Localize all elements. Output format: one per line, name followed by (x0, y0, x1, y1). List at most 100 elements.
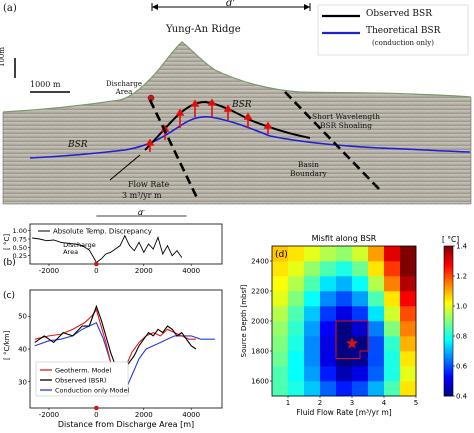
panel-b-point (100, 258, 102, 260)
heatmap-cell (368, 321, 385, 337)
colorbar-segment (444, 341, 453, 344)
legend-theoretical-label: Theoretical BSR (366, 26, 441, 36)
colorbar-segment (444, 253, 453, 257)
colorbar-segment (444, 388, 453, 392)
panel-d-ytick-label: 1600 (251, 378, 269, 386)
theoretical-bsr-line (29, 115, 471, 159)
seafloor-line (2, 41, 472, 113)
panel-b-point (157, 236, 159, 238)
panel-c-ylabel: [ °C/km] (3, 330, 11, 360)
panel-c-ytick-label: 50 (18, 313, 27, 321)
panel-b-point (53, 239, 55, 241)
colorbar-tick-label: 0.8 (456, 333, 467, 341)
heatmap-cell (384, 351, 401, 367)
panel-a-figure (0, 0, 474, 205)
panel-b-point (143, 251, 145, 253)
panel-b-label: (b) (3, 258, 16, 268)
heatmap-cell (320, 246, 337, 262)
heatmap-cell (320, 381, 337, 397)
panel-d-xtick-label: 3 (350, 399, 354, 407)
panel-b-point (138, 241, 140, 243)
heatmap-cell (336, 381, 353, 397)
colorbar-segment (444, 386, 453, 389)
heatmap-cell (320, 306, 337, 322)
best-fit-region (335, 320, 369, 359)
heatmap-cell (320, 321, 337, 337)
panel-b-point (46, 240, 47, 242)
colorbar-segment (444, 371, 453, 374)
panel-b-ytick-label: 0.50 (13, 244, 27, 252)
colorbar-segment (444, 263, 453, 267)
panel-c: 30 40 50 -2000 0 2000 4000 Geotherm. Model Obser… (0, 282, 230, 429)
panel-b-ylabel: [ °C] (3, 234, 11, 250)
panel-c-legend-label: Geotherm. Model (55, 367, 111, 375)
heatmap-cell (384, 261, 401, 277)
colorbar-segment (444, 368, 453, 372)
colorbar-segment (444, 288, 453, 292)
colorbar-segment (444, 278, 453, 282)
panel-d-xtick-label: 4 (382, 399, 387, 407)
colorbar-segment (444, 273, 453, 277)
panel-d-title: Misfit along BSR (312, 234, 377, 243)
colorbar-segment (444, 321, 453, 324)
heatmap-cell (368, 306, 385, 322)
panel-b-point (162, 253, 164, 255)
heatmap-cell (336, 366, 353, 382)
heatmap-cell (336, 306, 353, 322)
panel-b-xtick-label: 4000 (182, 267, 200, 275)
heatmap-cell (352, 291, 369, 307)
colorbar-segment (444, 326, 453, 329)
heatmap-cell (384, 291, 401, 307)
colorbar-segment (444, 246, 453, 249)
panel-a-dprime: d' (226, 0, 236, 9)
heatmap-cell (336, 246, 353, 262)
heatmap-cell (288, 321, 305, 337)
panel-b-point (88, 249, 90, 251)
colorbar-segment (444, 271, 453, 274)
heatmap-cell (272, 276, 289, 292)
heatmap-cell (288, 306, 305, 322)
panel-b-discharge-label-2: Area (63, 248, 78, 256)
bsr-right-label: BSR (232, 100, 252, 110)
legend-observed-label: Observed BSR (366, 9, 432, 19)
heatmap-cell (400, 381, 417, 397)
heatmap-cell (368, 366, 385, 382)
panel-b-point (171, 255, 173, 257)
discharge-area-label: Discharge Area (106, 80, 143, 96)
colorbar-segment (444, 381, 453, 384)
panel-b-point (81, 245, 83, 247)
heatmap-cell (304, 276, 321, 292)
heatmap-cell (352, 276, 369, 292)
panel-a-label: (a) (3, 3, 17, 14)
heatmap-cell (288, 261, 305, 277)
heatmap-cell (304, 261, 321, 277)
heatmap-cell (400, 336, 417, 352)
panel-d-xtick-label: 2 (318, 399, 322, 407)
heatmap-cell (384, 276, 401, 292)
colorbar-segment (444, 303, 453, 307)
panel-b-point (133, 250, 135, 252)
heatmap-cell (288, 366, 305, 382)
colorbar-label: [ °C] (442, 235, 459, 244)
colorbar-segment (444, 328, 453, 332)
colorbar-segment (444, 346, 453, 349)
heatmap-cell (288, 276, 305, 292)
flow-rate-pointer (109, 154, 141, 181)
heatmap-cell (336, 291, 353, 307)
panel-b-point (167, 245, 168, 247)
heatmap-cell (400, 276, 417, 292)
heatmap-cell (384, 306, 401, 322)
heatmap-cell (304, 291, 321, 307)
panel-b-point (74, 243, 76, 245)
panel-b-chart: d' 0.250.500.751.00 -2000 0 2000 4000 Absolute… (3, 208, 223, 275)
panel-c-discharge-dot (94, 405, 99, 411)
panel-b-xtick-label: 0 (94, 267, 98, 275)
panel-b-ytick-label: 1.00 (13, 227, 27, 235)
heatmap-cell (288, 246, 305, 262)
colorbar-segment (444, 343, 453, 347)
heatmap-cell (368, 336, 385, 352)
panel-b-point (67, 242, 69, 244)
panel-c-chart: 30 40 50 -2000 0 2000 4000 Geotherm. Model Obser… (3, 289, 223, 429)
heatmap-cell (272, 321, 289, 337)
colorbar-tick-label: 1.4 (456, 243, 468, 251)
